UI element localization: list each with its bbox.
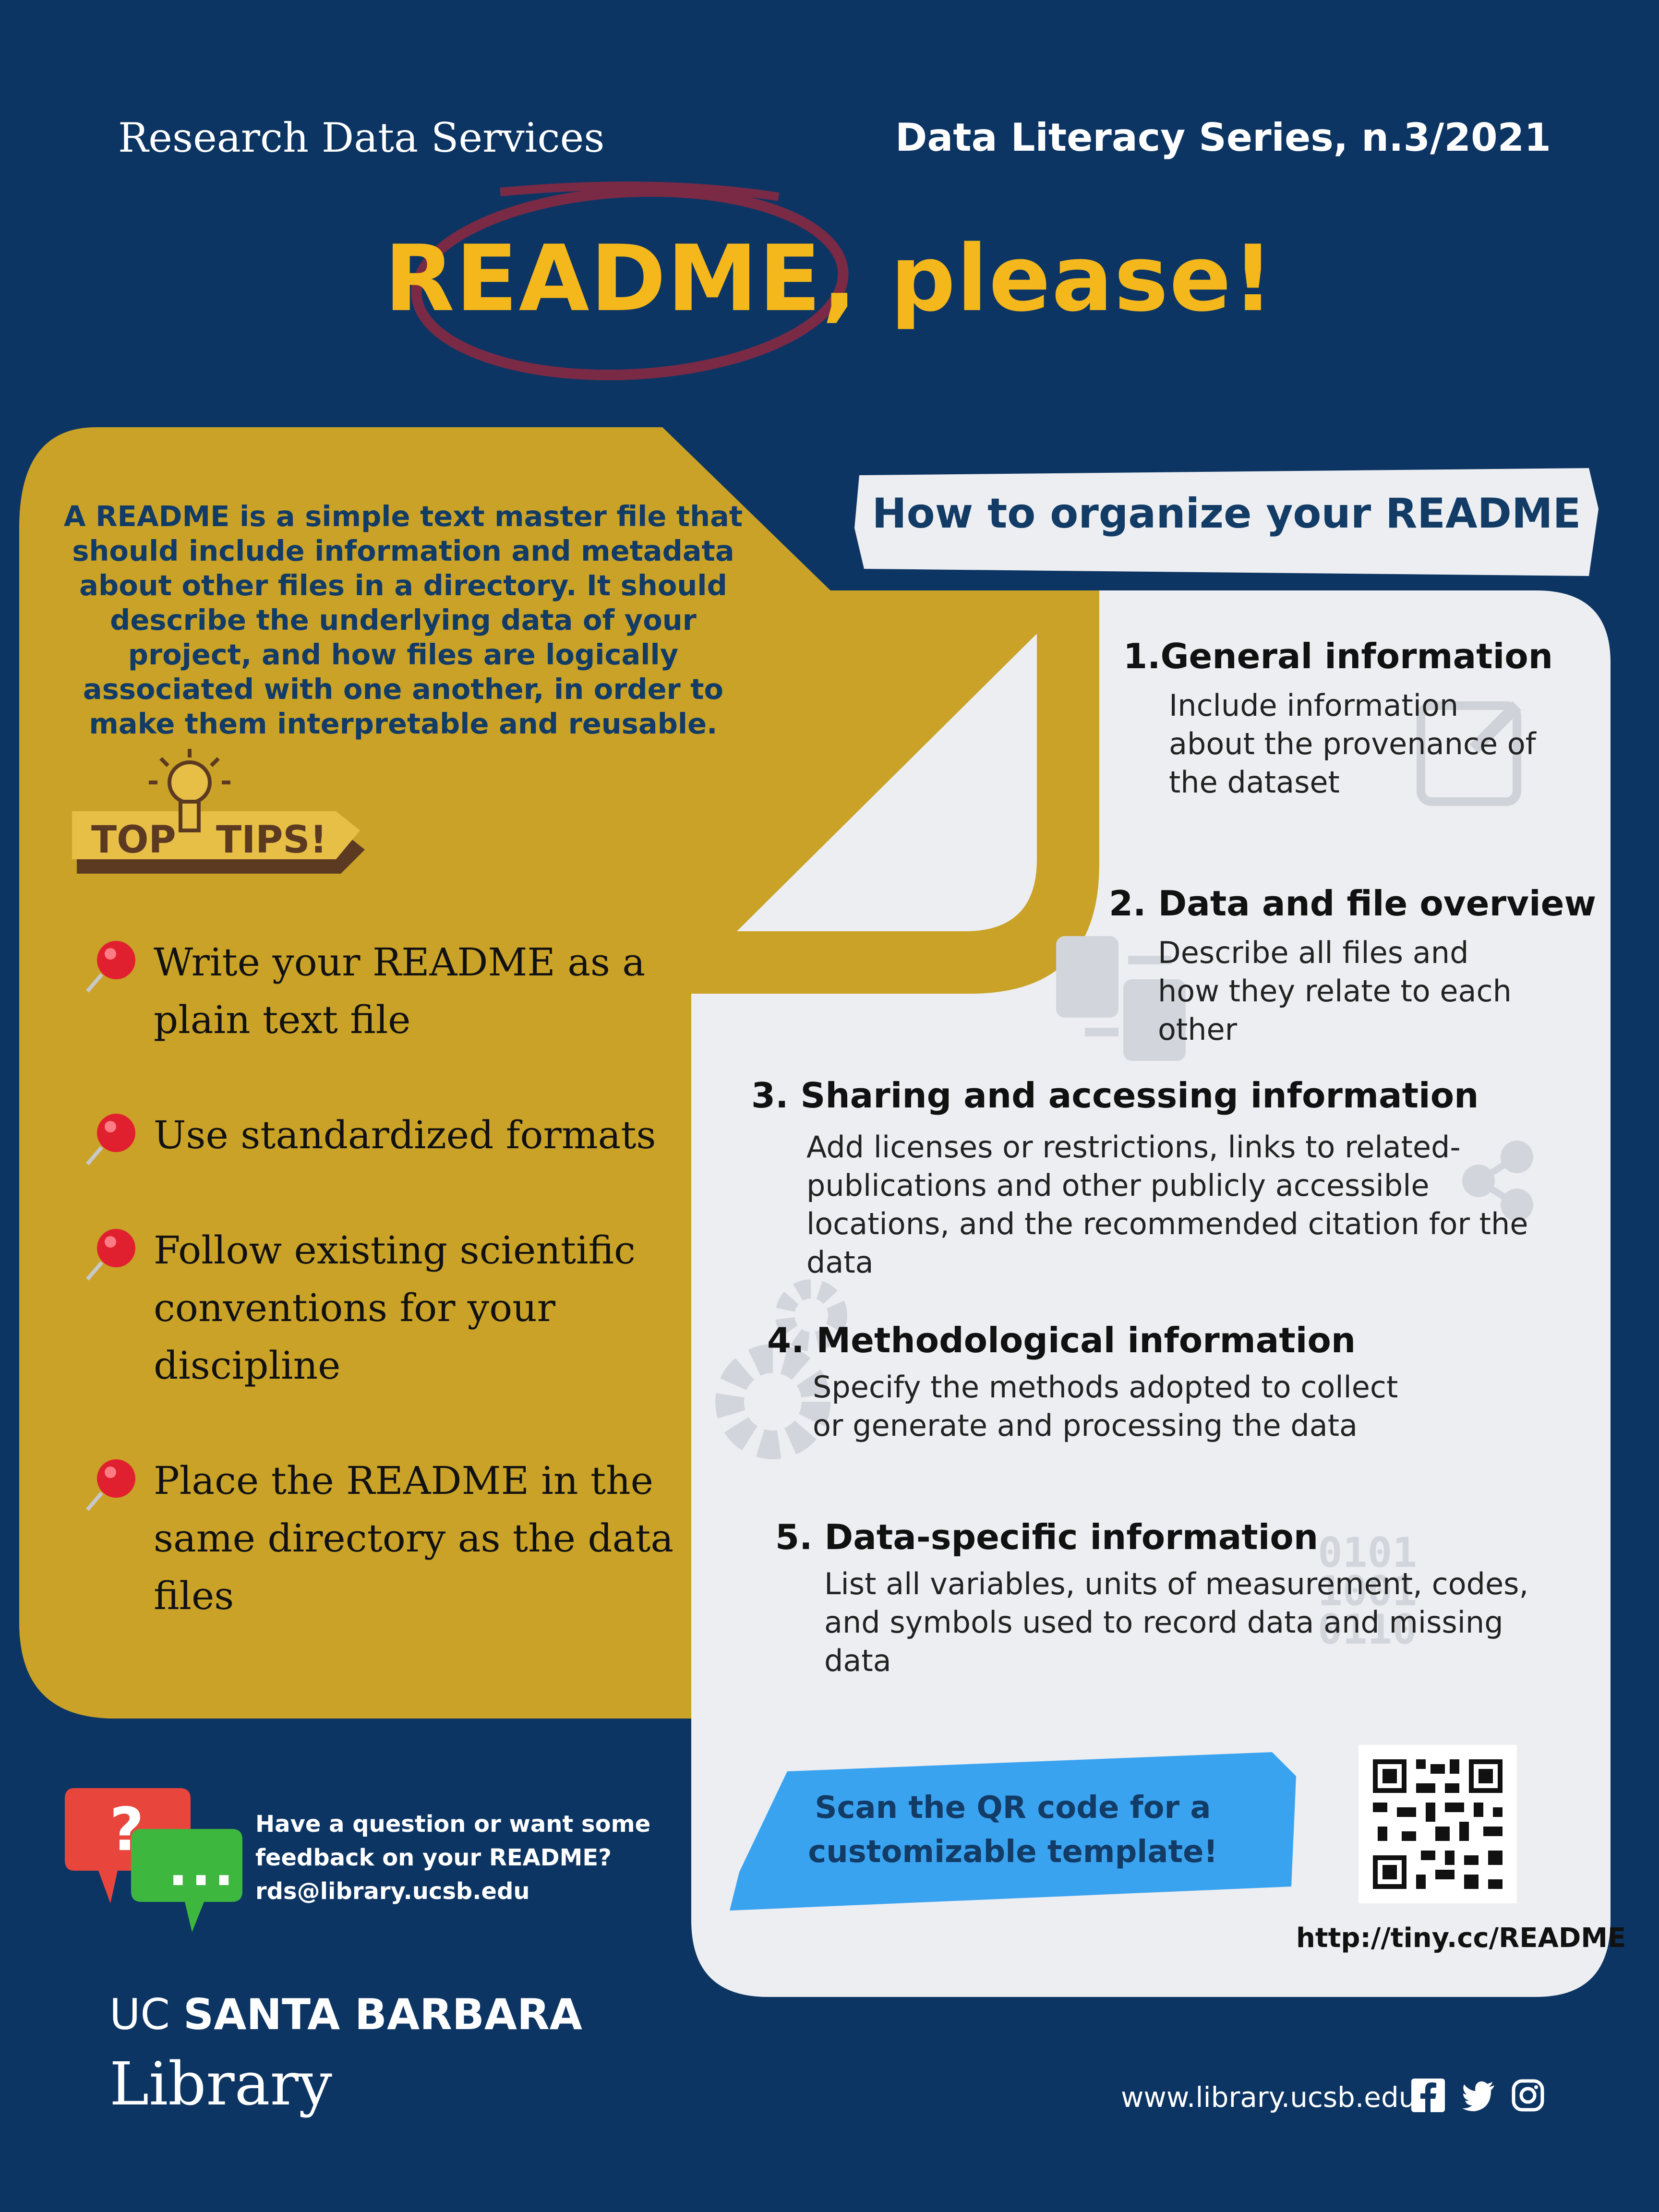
page-title: README, please! <box>384 226 1275 332</box>
pushpin-icon <box>83 1106 145 1169</box>
section-5-title: 5. Data-specific information <box>775 1517 1319 1557</box>
tip-item: Place the README in the same directory a… <box>154 1458 674 1618</box>
tip-item: Write your README as a plain text file <box>154 940 646 1042</box>
contact-line: feedback on your README? <box>255 1844 612 1871</box>
section-3-title: 3. Sharing and accessing information <box>751 1075 1479 1116</box>
dots-icon: ... <box>168 1836 237 1898</box>
section-2-body: Describe all files and how they relate t… <box>1158 935 1512 1047</box>
page-curl <box>737 634 1037 931</box>
files-faded-icon-a <box>1056 936 1118 1018</box>
gear-faded-icon-small <box>775 1279 847 1351</box>
pushpin-icon <box>83 1222 145 1284</box>
section-1-title: 1.General information <box>1123 636 1553 676</box>
tip-item: Use standardized formats <box>154 1113 656 1157</box>
chat-bubbles-icon <box>65 1788 242 1932</box>
website-link[interactable]: www.library.ucsb.edu <box>1121 2081 1417 2114</box>
top-tips-badge: TOP TIPS! <box>67 749 374 893</box>
section-2-title: 2. Data and file overview <box>1109 883 1597 924</box>
how-box-shape <box>854 468 1599 576</box>
section-4-body: Specify the methods adopted to collect o… <box>813 1370 1398 1443</box>
twitter-icon[interactable] <box>1462 2079 1495 2112</box>
edit-doc-faded-icon <box>1417 701 1521 806</box>
share-faded-lines <box>1472 1154 1519 1208</box>
contact-email-link[interactable]: rds@library.ucsb.edu <box>255 1878 530 1905</box>
title-circle-scribble <box>411 181 849 381</box>
header-series: Data Literacy Series, n.3/2021 <box>895 115 1551 160</box>
qr-code-icon[interactable] <box>1358 1745 1517 1903</box>
contact-line: Have a question or want some <box>255 1811 651 1838</box>
section-5-body: List all variables, units of measurement… <box>824 1566 1529 1678</box>
scan-banner-shape <box>730 1752 1296 1911</box>
section-1-body: Include information about the provenance… <box>1169 688 1536 800</box>
ucsb-name: SANTA BARBARA <box>183 1990 582 2039</box>
library-wordmark: Library <box>109 2050 332 2119</box>
top-tips-right: TIPS! <box>216 818 327 862</box>
question-mark-icon: ? <box>109 1795 144 1864</box>
binary-line: 0110 <box>1318 1606 1418 1654</box>
binary-line: 0101 <box>1318 1529 1418 1577</box>
top-tips-left: TOP <box>91 818 176 862</box>
how-to-organize-title: How to organize your README <box>872 490 1581 538</box>
ucsb-prefix: UC <box>109 1990 170 2039</box>
binary-line: 1001 <box>1318 1567 1418 1615</box>
light-info-panel <box>691 590 1611 1997</box>
binary-faded-icon: 0101 1001 0110 <box>1318 1529 1418 1654</box>
scan-qr-text: Scan the QR code for a customizable temp… <box>808 1790 1218 1870</box>
pushpin-icon <box>83 1452 145 1515</box>
pushpin-icon <box>83 934 145 996</box>
pencil-faded-icon <box>1469 701 1522 754</box>
section-4-title: 4. Methodological information <box>767 1320 1356 1360</box>
arrows-faded-icon <box>1085 956 1171 1036</box>
gear-faded-icon-large <box>715 1344 830 1459</box>
readme-definition: A README is a simple text master file th… <box>63 500 743 740</box>
instagram-icon[interactable] <box>1511 2079 1545 2112</box>
section-3-body: Add licenses or restrictions, links to r… <box>806 1130 1528 1280</box>
lightbulb-icon <box>149 749 230 832</box>
files-faded-icon-b <box>1123 979 1186 1061</box>
tip-item: Follow existing scientific conventions f… <box>154 1228 636 1388</box>
facebook-icon[interactable] <box>1411 2079 1445 2112</box>
contact-prompt: Have a question or want some feedback on… <box>255 1807 687 1908</box>
template-url-link[interactable]: http://tiny.cc/README <box>1296 1923 1626 1954</box>
ucsb-wordmark: UC SANTA BARBARA <box>109 1990 582 2039</box>
header-research-data-services: Research Data Services <box>118 114 605 161</box>
